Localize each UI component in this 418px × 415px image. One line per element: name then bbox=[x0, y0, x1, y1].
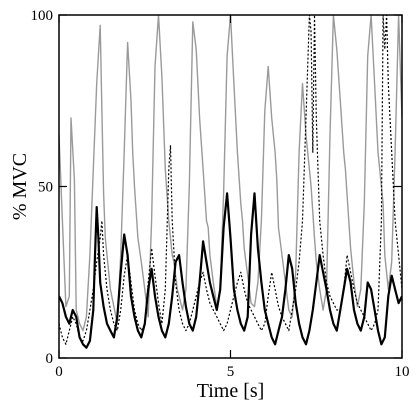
x-axis-title: Time [s] bbox=[197, 380, 265, 402]
series-line-black-thick bbox=[59, 192, 402, 349]
x-tick-label: 5 bbox=[227, 364, 235, 380]
plot-area bbox=[59, 15, 402, 349]
series-line-gray-solid bbox=[59, 15, 402, 332]
y-tick-label: 100 bbox=[31, 8, 54, 24]
series-line-black-dotted bbox=[59, 15, 402, 345]
x-tick-label: 0 bbox=[55, 364, 63, 380]
y-tick-label: 50 bbox=[38, 180, 53, 196]
y-axis-title: % MVC bbox=[9, 153, 31, 220]
x-tick-label: 10 bbox=[395, 364, 410, 380]
plot-frame bbox=[58, 14, 403, 359]
y-tick-label: 0 bbox=[46, 351, 54, 367]
